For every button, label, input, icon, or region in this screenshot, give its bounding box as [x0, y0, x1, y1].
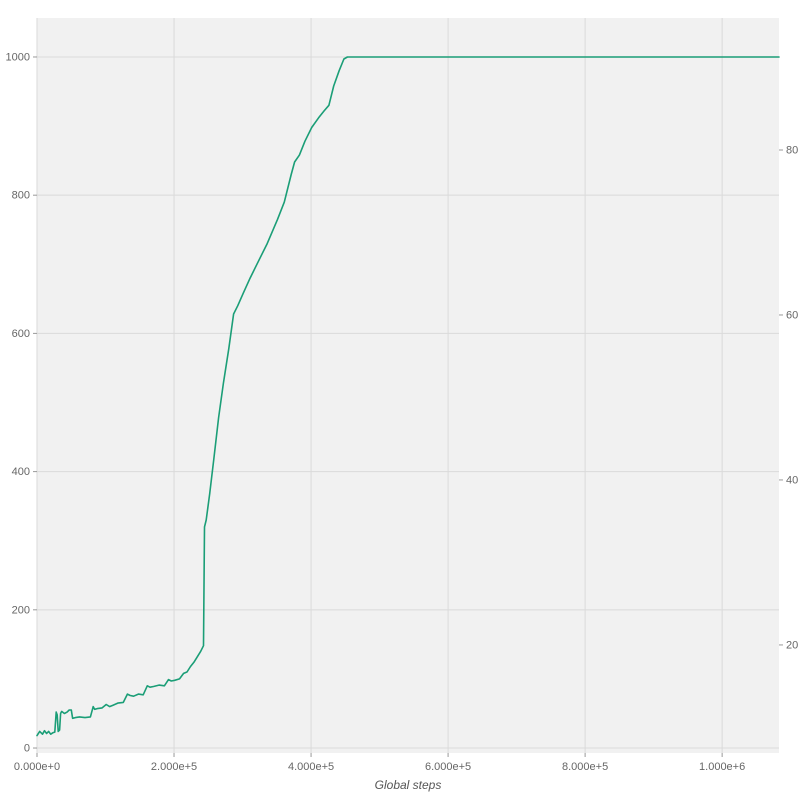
y2-axis-tick-label: 80 [786, 144, 798, 156]
x-axis-tick-label: 8.000e+5 [562, 761, 608, 773]
y-axis-tick-label: 200 [12, 604, 30, 616]
series-line [36, 56, 780, 737]
y2-axis-tick-label: 20 [786, 639, 798, 651]
y-axis-tick-label: 1000 [6, 51, 30, 63]
x-axis-tick-label: 1.000e+6 [699, 761, 745, 773]
x-axis-title: Global steps [374, 778, 442, 792]
x-axis-tick-label: 6.000e+5 [425, 761, 471, 773]
x-axis-tick-label: 4.000e+5 [288, 761, 334, 773]
plot-background [37, 18, 779, 753]
y-axis-tick-label: 400 [12, 466, 30, 478]
y2-axis-tick-label: 40 [786, 474, 798, 486]
y-axis-tick-label: 0 [24, 743, 30, 755]
x-axis-tick-label: 0.000e+0 [14, 761, 60, 773]
y2-axis-tick-label: 60 [786, 309, 798, 321]
y-axis-tick-label: 600 [12, 328, 30, 340]
y-axis-tick-label: 800 [12, 190, 30, 202]
x-axis-tick-label: 2.000e+5 [151, 761, 197, 773]
